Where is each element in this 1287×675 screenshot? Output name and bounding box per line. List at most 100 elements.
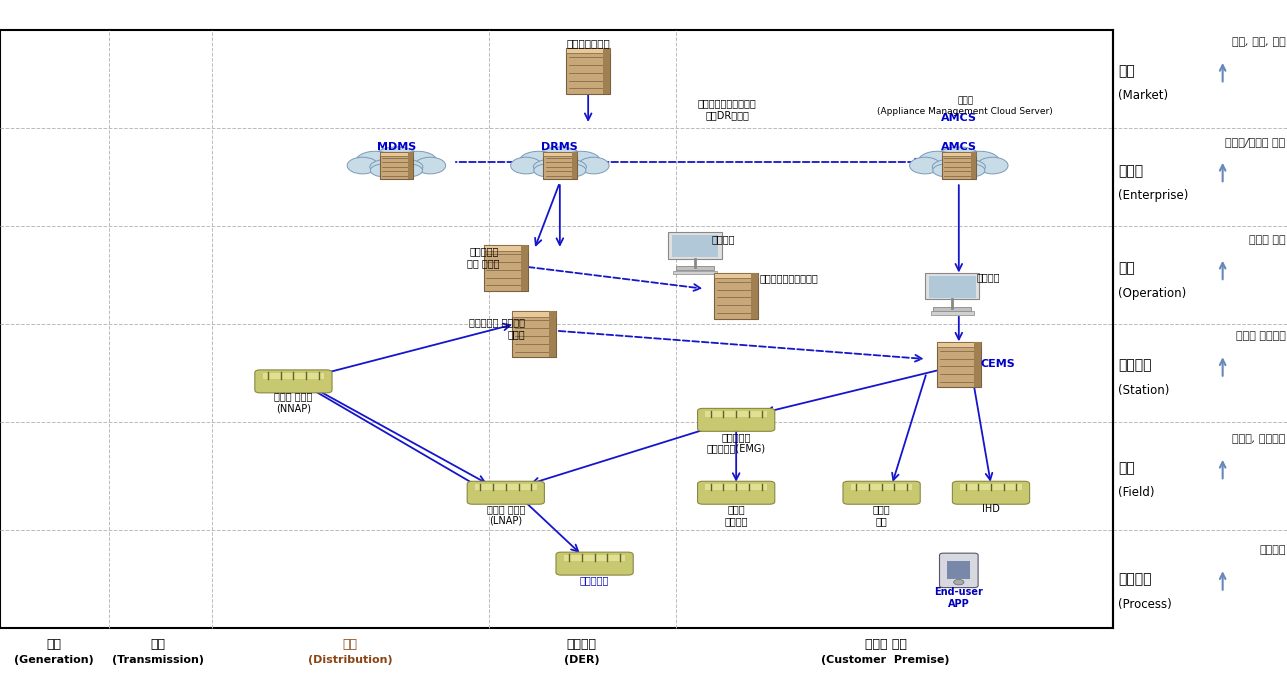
Text: 입찰, 정산, 거래: 입찰, 정산, 거래 (1232, 37, 1286, 47)
Text: 자동제어: 자동제어 (977, 272, 1000, 281)
Ellipse shape (533, 158, 587, 176)
FancyBboxPatch shape (543, 153, 577, 179)
FancyBboxPatch shape (467, 481, 544, 504)
Text: 계량데이터
수집 시스템: 계량데이터 수집 시스템 (467, 246, 499, 268)
Ellipse shape (910, 157, 941, 174)
Text: 전력량정보제공시스템: 전력량정보제공시스템 (759, 273, 819, 283)
Text: 서비스/인프라 관리: 서비스/인프라 관리 (1225, 137, 1286, 146)
FancyBboxPatch shape (255, 370, 332, 393)
Ellipse shape (373, 147, 420, 171)
Text: 데이터 수집장치: 데이터 수집장치 (1236, 331, 1286, 341)
Text: 사업자: 사업자 (1118, 164, 1144, 178)
FancyBboxPatch shape (960, 484, 1022, 490)
FancyBboxPatch shape (698, 481, 775, 504)
FancyBboxPatch shape (543, 153, 577, 155)
Text: 시스템 제어: 시스템 제어 (1250, 235, 1286, 244)
FancyBboxPatch shape (550, 311, 556, 357)
Text: 스마트
가전: 스마트 가전 (873, 504, 891, 526)
FancyBboxPatch shape (947, 562, 970, 579)
Text: 송전: 송전 (151, 638, 166, 651)
FancyBboxPatch shape (564, 555, 625, 561)
Text: 실시간
감시기기: 실시간 감시기기 (725, 504, 748, 526)
FancyBboxPatch shape (937, 342, 981, 347)
Text: (Market): (Market) (1118, 89, 1169, 103)
Text: 스테이션: 스테이션 (1118, 358, 1152, 372)
FancyBboxPatch shape (933, 306, 972, 310)
FancyBboxPatch shape (843, 481, 920, 504)
Text: CEMS: CEMS (981, 359, 1015, 369)
Text: 시장: 시장 (1118, 64, 1135, 78)
Text: 관리사무소 원격검침
시스템: 관리사무소 원격검침 시스템 (468, 317, 525, 339)
Ellipse shape (394, 164, 422, 177)
FancyBboxPatch shape (937, 342, 981, 387)
FancyBboxPatch shape (714, 273, 758, 278)
FancyBboxPatch shape (851, 484, 912, 490)
Text: 전력거래시스템: 전력거래시스템 (566, 38, 610, 49)
Text: 에너지관리
게이트웨이(EMG): 에너지관리 게이트웨이(EMG) (707, 432, 766, 454)
FancyBboxPatch shape (940, 554, 978, 587)
FancyBboxPatch shape (970, 153, 976, 179)
Ellipse shape (520, 151, 559, 171)
Ellipse shape (960, 151, 999, 171)
Text: 배전: 배전 (342, 638, 358, 651)
Text: 이웃망 접속점
(NNAP): 이웃망 접속점 (NNAP) (274, 392, 313, 413)
FancyBboxPatch shape (931, 311, 974, 315)
Text: 지역망 접속점
(LNAP): 지역망 접속점 (LNAP) (486, 504, 525, 526)
Text: 디바이스: 디바이스 (1259, 545, 1286, 555)
FancyBboxPatch shape (673, 271, 717, 275)
Text: 운영: 운영 (1118, 262, 1135, 275)
Text: 소비자 구내: 소비자 구내 (865, 638, 906, 651)
FancyBboxPatch shape (676, 267, 714, 270)
Text: DRMS: DRMS (542, 142, 578, 152)
FancyBboxPatch shape (604, 48, 610, 94)
FancyBboxPatch shape (571, 153, 577, 179)
Ellipse shape (369, 158, 423, 176)
FancyBboxPatch shape (521, 245, 528, 291)
FancyBboxPatch shape (380, 153, 413, 155)
Text: 필드: 필드 (1118, 461, 1135, 475)
Ellipse shape (932, 158, 986, 176)
FancyBboxPatch shape (668, 232, 722, 259)
Text: 분산자원: 분산자원 (566, 638, 597, 651)
FancyBboxPatch shape (512, 311, 556, 317)
FancyBboxPatch shape (752, 273, 758, 319)
FancyBboxPatch shape (705, 411, 767, 417)
FancyBboxPatch shape (714, 273, 758, 319)
Ellipse shape (933, 164, 961, 177)
Ellipse shape (562, 151, 600, 171)
Text: (Customer  Premise): (Customer Premise) (821, 655, 950, 665)
Text: (Process): (Process) (1118, 597, 1172, 611)
Bar (0, 30, 1113, 628)
FancyBboxPatch shape (408, 153, 413, 179)
FancyBboxPatch shape (556, 552, 633, 575)
Ellipse shape (977, 157, 1008, 174)
FancyBboxPatch shape (952, 481, 1030, 504)
Ellipse shape (956, 164, 985, 177)
Text: 중계기, 모니터링: 중계기, 모니터링 (1233, 434, 1286, 443)
FancyBboxPatch shape (672, 235, 718, 257)
Text: (DER): (DER) (564, 655, 600, 665)
FancyBboxPatch shape (942, 153, 976, 179)
Ellipse shape (557, 164, 586, 177)
Text: (Operation): (Operation) (1118, 287, 1187, 300)
FancyBboxPatch shape (942, 153, 976, 155)
Ellipse shape (399, 151, 438, 171)
Ellipse shape (919, 151, 958, 171)
FancyBboxPatch shape (698, 408, 775, 431)
Text: (Station): (Station) (1118, 383, 1170, 397)
Text: 수요반응서비스사업자
국민DR사업자: 수요반응서비스사업자 국민DR사업자 (698, 99, 757, 120)
FancyBboxPatch shape (925, 273, 979, 300)
Text: 스마트미터: 스마트미터 (580, 575, 609, 585)
Text: 발전: 발전 (46, 638, 62, 651)
FancyBboxPatch shape (484, 245, 528, 250)
FancyBboxPatch shape (484, 245, 528, 291)
Ellipse shape (414, 157, 445, 174)
FancyBboxPatch shape (263, 373, 324, 379)
Text: End-user
APP: End-user APP (934, 587, 983, 609)
Text: AMCS: AMCS (941, 142, 977, 152)
Ellipse shape (371, 164, 399, 177)
Text: AMCS: AMCS (941, 113, 977, 123)
FancyBboxPatch shape (380, 153, 413, 179)
FancyBboxPatch shape (475, 484, 537, 490)
Ellipse shape (537, 147, 583, 171)
